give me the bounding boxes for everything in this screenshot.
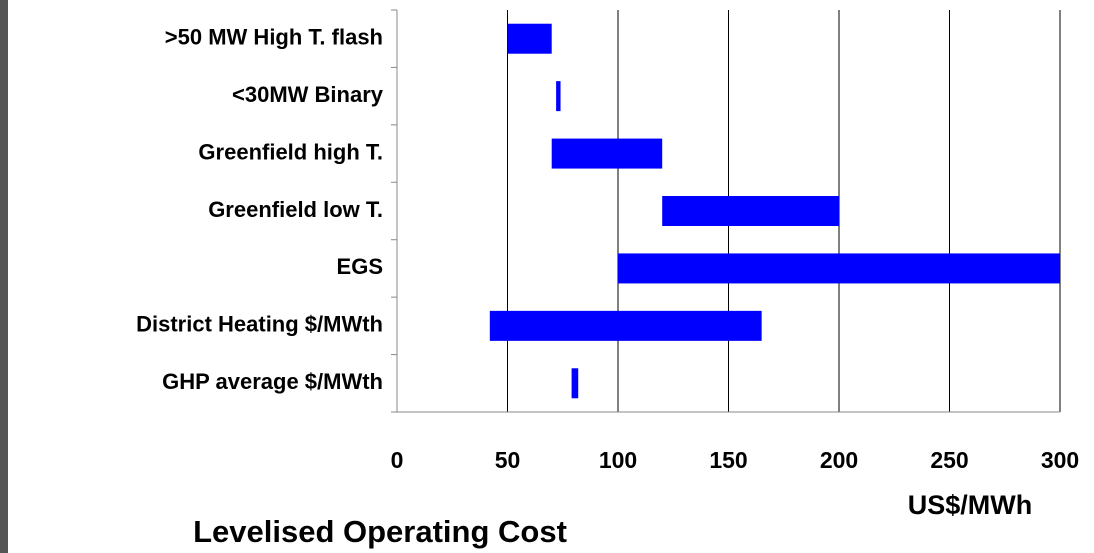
x-axis-label: US$/MWh (908, 490, 1033, 520)
x-tick-label: 300 (1041, 447, 1079, 473)
y-tick-label: EGS (337, 254, 383, 279)
left-frame (0, 0, 8, 553)
x-tick-label: 200 (820, 447, 858, 473)
x-tick-label: 250 (930, 447, 968, 473)
bar (618, 253, 1060, 284)
bar (507, 23, 552, 54)
y-tick-label: <30MW Binary (232, 82, 384, 107)
bar (556, 81, 561, 112)
bar (489, 310, 762, 341)
x-tick-label: 0 (391, 447, 404, 473)
bar (551, 138, 663, 169)
y-tick-label: District Heating $/MWth (136, 312, 383, 337)
y-tick-label: Greenfield high T. (198, 139, 383, 164)
x-tick-label: 100 (599, 447, 637, 473)
chart-title: Levelised Operating Cost (193, 514, 567, 549)
x-tick-label: 50 (495, 447, 521, 473)
x-tick-label: 150 (709, 447, 747, 473)
y-tick-label: >50 MW High T. flash (165, 25, 383, 50)
bar (571, 368, 579, 399)
y-tick-label: GHP average $/MWth (162, 369, 383, 394)
bar (662, 196, 839, 226)
y-tick-label: Greenfield low T. (208, 197, 383, 222)
